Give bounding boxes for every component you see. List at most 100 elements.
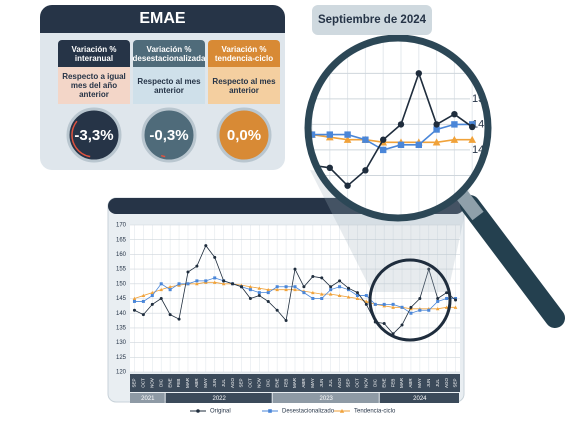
legend-marker	[339, 408, 345, 413]
marker	[248, 297, 252, 300]
marker	[239, 285, 243, 289]
marker	[391, 305, 395, 309]
marker	[213, 276, 217, 280]
marker	[266, 287, 271, 292]
marker	[266, 299, 270, 303]
y-tick-label: 125	[116, 355, 127, 361]
x-tick-label: FEB	[390, 379, 395, 388]
marker	[400, 305, 404, 309]
marker	[355, 291, 359, 295]
card-header: Variación % interanual	[58, 40, 130, 67]
legend-label: Tendencia-ciclo	[354, 409, 396, 415]
x-tick-label: ABR	[408, 378, 413, 388]
marker	[204, 244, 208, 248]
marker	[444, 305, 449, 309]
marker	[436, 297, 440, 300]
marker	[328, 292, 333, 296]
marker	[469, 123, 476, 131]
marker	[177, 317, 181, 321]
y-tick-label: 155	[116, 267, 127, 273]
year-label: 2024	[413, 396, 427, 402]
x-tick-label: MAR	[292, 377, 297, 388]
x-tick-label: ABR	[301, 378, 306, 388]
marker	[346, 295, 351, 299]
marker	[132, 308, 136, 312]
year-label: 2021	[141, 396, 155, 402]
legend-label: Desestacionalizado	[282, 409, 335, 415]
marker	[275, 287, 279, 292]
year-band	[165, 393, 272, 403]
card-header: Variación % tendencia-ciclo	[208, 40, 280, 67]
marker	[409, 305, 413, 309]
x-tick-label: JUL	[221, 379, 226, 387]
marker	[337, 293, 342, 298]
x-tick-label: OCT	[355, 378, 360, 388]
x-tick-label: JUL	[328, 379, 333, 387]
marker	[177, 282, 181, 286]
marker	[320, 297, 324, 300]
x-tick-label: SEP	[453, 378, 458, 387]
x-tick-label: NOV	[257, 378, 262, 388]
gauge: -3,3%	[66, 107, 122, 163]
marker	[186, 282, 190, 286]
marker	[293, 287, 297, 292]
series-line	[311, 70, 473, 187]
card-value: -0,3%	[149, 127, 188, 144]
marker	[326, 164, 333, 172]
marker	[380, 146, 387, 154]
year-label: 2022	[213, 396, 227, 402]
x-tick-label: MAR	[399, 377, 404, 388]
x-tick-label: DIC	[158, 378, 163, 387]
marker	[319, 292, 324, 296]
marker	[380, 136, 387, 143]
marker	[293, 285, 297, 289]
marker	[195, 264, 199, 268]
card: Variación % tendencia-ciclo Respecto al m…	[208, 40, 280, 170]
marker	[450, 135, 459, 143]
marker	[213, 255, 217, 259]
y-tick-label: 140	[116, 311, 127, 317]
marker	[248, 288, 252, 292]
marker	[150, 294, 154, 298]
marker	[275, 285, 279, 289]
gauge-circle	[141, 107, 197, 163]
marker	[344, 131, 351, 138]
marker	[451, 121, 458, 128]
lens-neck	[456, 190, 484, 221]
marker	[329, 285, 333, 289]
marker	[397, 141, 405, 149]
x-tick-label: FEB	[176, 379, 181, 388]
marker	[257, 291, 261, 295]
marker	[221, 282, 226, 286]
marker	[445, 291, 449, 295]
marker	[344, 182, 351, 189]
marker	[311, 274, 315, 278]
y-tick-label: 165	[116, 237, 127, 243]
x-tick-label: JUN	[426, 379, 431, 388]
marker	[168, 284, 172, 289]
year-band	[272, 393, 379, 403]
marker	[204, 279, 208, 283]
y-tick-label: 130	[116, 340, 127, 346]
marker	[248, 284, 253, 289]
series-line	[312, 123, 473, 151]
marker	[275, 308, 279, 312]
marker	[150, 290, 155, 295]
marker	[362, 167, 369, 174]
marker	[195, 282, 199, 286]
summary-panel: EMAE Variación % interanual Respecto a ig…	[40, 5, 285, 170]
marker	[451, 110, 458, 118]
marker	[132, 299, 136, 303]
x-tick-label: NOV	[149, 378, 154, 388]
marker	[284, 319, 288, 323]
marker	[468, 135, 477, 143]
x-tick-label: DIC	[372, 378, 377, 387]
y-tick-label: 160	[116, 252, 127, 258]
marker	[453, 305, 458, 309]
marker	[343, 135, 352, 143]
y-tick-label: 150	[116, 281, 127, 287]
marker	[397, 121, 405, 128]
card: Variación % desestacionalizada Respecto a…	[133, 40, 205, 170]
year-label: 2023	[320, 396, 334, 402]
x-tick-label: ENE	[274, 378, 279, 387]
